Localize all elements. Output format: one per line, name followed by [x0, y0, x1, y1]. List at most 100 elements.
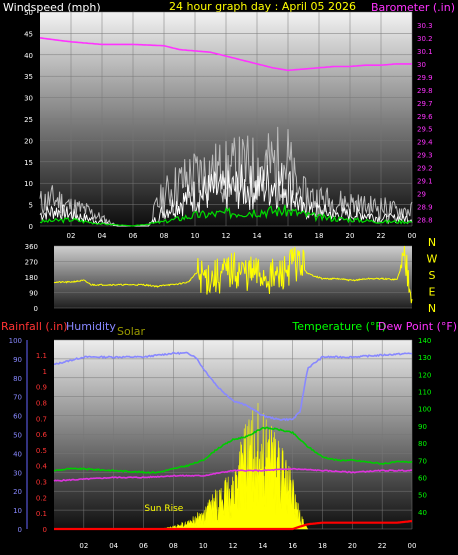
wind-tick-label: 0	[29, 223, 33, 231]
temperature-tick-label: 130	[418, 354, 431, 362]
hour-tick-label: 14	[253, 232, 262, 240]
hour-tick-label: 02	[67, 232, 76, 240]
rain-tick-label: 0.6	[36, 431, 48, 439]
rain-tick-label: 0.4	[36, 463, 48, 471]
direction-tick-label: 90	[29, 290, 38, 298]
hour-tick-label: 08	[160, 232, 169, 240]
temperature-tick-label: 90	[418, 423, 427, 431]
temperature-line	[53, 426, 413, 474]
hour-tick-label: 12	[229, 542, 238, 550]
hour-tick-label: 00	[408, 542, 417, 550]
hour-tick-label: 04	[109, 542, 118, 550]
direction-tick-label: 0	[34, 305, 38, 313]
compass-label: N	[428, 302, 436, 315]
dewpoint-axis-label: Dew Point (°F)	[378, 320, 457, 333]
rain-tick-label: 0.1	[36, 510, 47, 518]
barometer-tick-label: 30.3	[417, 22, 433, 30]
dewpoint-line	[53, 467, 413, 482]
rain-tick-label: 0.8	[36, 399, 47, 407]
average-wind-line	[39, 204, 413, 227]
wind-tick-label: 35	[24, 73, 33, 81]
compass-label: S	[429, 269, 436, 282]
rain-tick-label: 0.9	[36, 384, 47, 392]
compass-label: E	[429, 286, 436, 299]
barometer-tick-label: 29	[417, 191, 426, 199]
humidity-axis-label: Humidity	[66, 320, 116, 333]
temperature-tick-label: 120	[418, 371, 431, 379]
compass-label: N	[428, 236, 436, 249]
temperature-axis-label: Temperature (°F)	[291, 320, 386, 333]
windspeed-line	[39, 162, 413, 227]
hour-tick-label: 10	[199, 542, 208, 550]
humidity-tick-label: 20	[13, 488, 22, 496]
barometer-tick-label: 29.6	[417, 113, 433, 121]
temperature-tick-label: 100	[418, 406, 431, 414]
temperature-tick-label: 50	[418, 492, 427, 500]
hour-tick-label: 14	[258, 542, 267, 550]
humidity-tick-label: 90	[13, 356, 22, 364]
barometer-tick-label: 30.1	[417, 48, 433, 56]
hour-tick-label: 16	[284, 232, 293, 240]
barometer-tick-label: 29.2	[417, 165, 433, 173]
wind-barometer-panel: Windspeed (mph) 24 hour graph day : Apri…	[3, 0, 455, 240]
temperature-humidity-panel: Rainfall (.in) Humidity Solar Temperatur…	[1, 320, 457, 550]
rainfall-axis-label: Rainfall (.in)	[1, 320, 68, 333]
chart-title: 24 hour graph day : April 05 2026	[169, 0, 356, 13]
direction-tick-label: 360	[25, 243, 38, 251]
wind-tick-label: 40	[24, 52, 33, 60]
temperature-tick-label: 140	[418, 337, 431, 345]
humidity-line	[54, 351, 413, 422]
hour-tick-label: 18	[318, 542, 327, 550]
hour-tick-label: 06	[139, 542, 148, 550]
barometer-tick-label: 30.2	[417, 35, 433, 43]
barometer-tick-label: 28.9	[417, 204, 433, 212]
hour-tick-label: 16	[288, 542, 297, 550]
wind-tick-label: 15	[24, 159, 33, 167]
humidity-tick-label: 0	[18, 526, 22, 534]
barometer-tick-label: 29.8	[417, 87, 433, 95]
temperature-tick-label: 40	[418, 509, 427, 517]
direction-tick-label: 180	[25, 274, 38, 282]
wind-tick-label: 10	[24, 180, 33, 188]
humidity-tick-label: 80	[13, 375, 22, 383]
barometer-tick-label: 29.5	[417, 126, 433, 134]
hour-tick-label: 04	[98, 232, 107, 240]
rain-tick-label: 1	[43, 368, 47, 376]
rain-tick-label: 0	[43, 526, 47, 534]
wind-tick-label: 5	[29, 202, 33, 210]
temperature-tick-label: 70	[418, 457, 427, 465]
humidity-tick-label: 30	[13, 469, 22, 477]
hour-tick-label: 06	[129, 232, 138, 240]
humidity-tick-label: 100	[9, 337, 22, 345]
barometer-tick-label: 29.3	[417, 152, 433, 160]
hour-tick-label: 02	[79, 542, 88, 550]
solar-axis-label: Solar	[117, 325, 146, 338]
barometer-tick-label: 29.1	[417, 178, 433, 186]
humidity-tick-label: 50	[13, 432, 22, 440]
hour-tick-label: 22	[377, 232, 386, 240]
hour-tick-label: 12	[222, 232, 231, 240]
rain-tick-label: 0.5	[36, 447, 47, 455]
barometer-line	[39, 37, 412, 72]
wind-tick-label: 20	[24, 137, 33, 145]
temperature-tick-label: 60	[418, 474, 427, 482]
temperature-tick-label: 110	[418, 389, 431, 397]
barometer-tick-label: 29.7	[417, 100, 433, 108]
wind-tick-label: 25	[24, 116, 33, 124]
sunrise-annotation: Sun Rise	[144, 504, 183, 514]
rain-tick-label: 0.3	[36, 479, 47, 487]
humidity-tick-label: 40	[13, 450, 22, 458]
rain-tick-label: 1.1	[36, 352, 47, 360]
barometer-axis-label: Barometer (.in)	[371, 1, 455, 14]
temperature-tick-label: 80	[418, 440, 427, 448]
barometer-tick-label: 29.9	[417, 74, 433, 82]
rain-tick-label: 0.7	[36, 415, 47, 423]
hour-tick-label: 20	[348, 542, 357, 550]
hour-tick-label: 10	[191, 232, 200, 240]
hour-tick-label: 20	[346, 232, 355, 240]
hour-tick-label: 00	[408, 232, 417, 240]
compass-label: W	[427, 253, 438, 266]
wind-tick-label: 50	[24, 9, 33, 17]
